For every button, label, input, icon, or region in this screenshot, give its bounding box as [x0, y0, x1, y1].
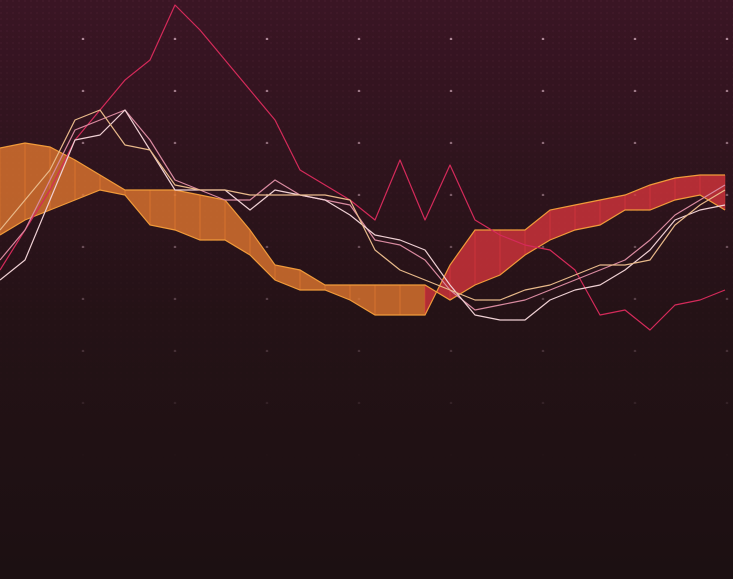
cloud-segment: [199, 194, 226, 241]
cloud-segment: [399, 284, 426, 316]
cloud-segment: [149, 189, 176, 231]
cloud-segment: [374, 284, 401, 316]
cloud-segment: [0, 142, 26, 236]
line: [0, 109, 726, 311]
cloud-edge: [0, 142, 726, 301]
line: [0, 4, 726, 331]
cloud: [0, 142, 726, 316]
line: [0, 109, 726, 301]
lines: [0, 4, 726, 331]
cloud-edge: [0, 174, 725, 316]
